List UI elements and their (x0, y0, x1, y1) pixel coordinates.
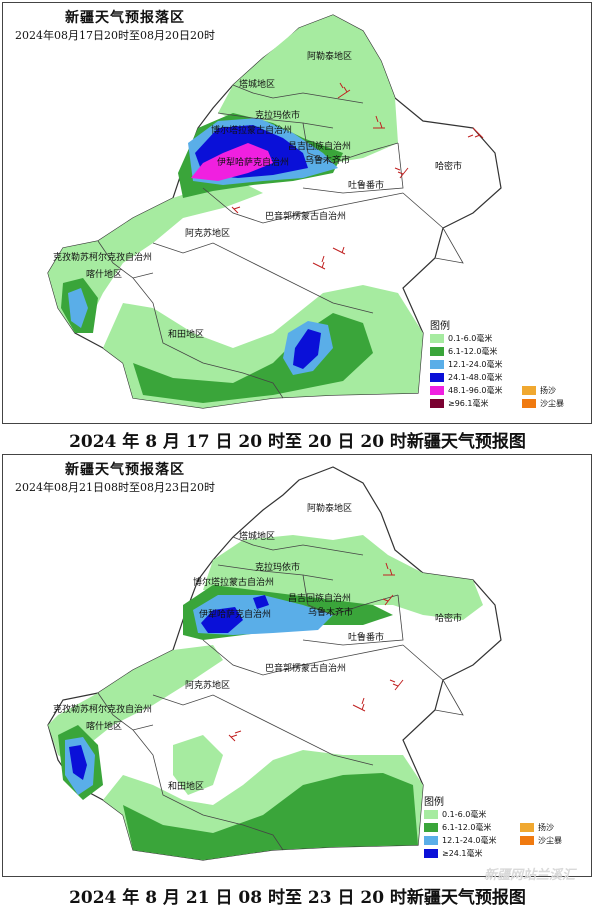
wind-barbs (231, 82, 484, 270)
legend-swatch (520, 823, 534, 832)
legend-1-item-2: 12.1-24.0毫米 (430, 359, 503, 370)
region-label-changji: 昌吉回族自治州 (288, 592, 351, 604)
legend-swatch (424, 810, 438, 819)
legend-1-item-3: 24.1-48.0毫米 (430, 372, 503, 383)
rain-light-west (48, 645, 223, 765)
region-label-yili: 伊犁哈萨克自治州 (199, 608, 271, 620)
legend-swatch (522, 386, 536, 395)
region-label-changji: 昌吉回族自治州 (288, 140, 351, 152)
region-label-bayin: 巴音郭楞蒙古自治州 (265, 210, 346, 222)
rain-storm-north (201, 607, 243, 633)
legend-1-item-4: 48.1-96.0毫米 (430, 385, 503, 396)
rain-storm-south (293, 329, 321, 369)
rain-heavy-west (68, 288, 88, 328)
region-label-tulufan: 吐鲁番市 (348, 179, 384, 191)
region-label-kelamayi: 克拉玛依市 (255, 561, 300, 573)
legend-swatch (424, 836, 438, 845)
region-label-yili: 伊犁哈萨克自治州 (217, 156, 289, 168)
region-label-hetian: 和田地区 (168, 780, 204, 792)
xinjiang-map-1: 阿勒泰地区 塔城地区 克拉玛依市 博尔塔拉蒙古自治州 昌吉回族自治州 乌鲁木齐市… (47, 14, 502, 409)
region-label-hami: 哈密市 (435, 612, 462, 624)
panel-1-subtitle: 2024年08月17日20时至08月20日20时 (15, 29, 215, 42)
legend-1-title: 图例 (430, 321, 450, 332)
region-label-tacheng: 塔城地区 (239, 530, 275, 542)
region-label-wulumuqi: 乌鲁木齐市 (308, 606, 353, 618)
rain-light-north (203, 535, 483, 620)
panel-2-caption: 2024 年 8 月 21 日 08 时至 23 日 20 时新疆天气预报图 (69, 888, 526, 908)
legend-2-item-0: 0.1-6.0毫米 (424, 809, 486, 820)
region-label-hami: 哈密市 (435, 160, 462, 172)
legend-swatch (522, 399, 536, 408)
region-label-bozhou: 博尔塔拉蒙古自治州 (193, 576, 274, 588)
legend-1-extra-1: 沙尘暴 (522, 398, 564, 409)
legend-1-item-0: 0.1-6.0毫米 (430, 333, 492, 344)
legend-swatch (430, 360, 444, 369)
prefecture-boundaries (97, 84, 464, 399)
region-label-kelamayi: 克拉玛依市 (255, 109, 300, 121)
region-label-akesu: 阿克苏地区 (185, 227, 230, 239)
panel-2-subtitle: 2024年08月21日08时至08月23日20时 (15, 481, 215, 494)
legend-swatch (424, 823, 438, 832)
panel-2-title: 新疆天气预报落区 (65, 462, 185, 478)
legend-swatch (430, 373, 444, 382)
region-label-kezhou: 克孜勒苏柯尔克孜自治州 (53, 251, 152, 263)
rain-mod-south (123, 773, 418, 860)
region-label-kashi: 喀什地区 (86, 720, 122, 732)
forecast-map-panel-2: 阿勒泰地区 塔城地区 克拉玛依市 博尔塔拉蒙古自治州 昌吉回族自治州 乌鲁木齐市… (2, 454, 592, 877)
region-label-aletai: 阿勒泰地区 (307, 50, 352, 62)
region-label-bayin: 巴音郭楞蒙古自治州 (265, 662, 346, 674)
rain-storm-north-2 (253, 595, 269, 609)
legend-2-extra-0: 扬沙 (520, 822, 554, 833)
legend-1-item-1: 6.1-12.0毫米 (430, 346, 497, 357)
legend-swatch (430, 347, 444, 356)
legend-1: 图例 0.1-6.0毫米 6.1-12.0毫米 12.1-24.0毫米 24.1… (430, 317, 580, 417)
rain-light-center (173, 735, 223, 795)
region-label-kezhou: 克孜勒苏柯尔克孜自治州 (53, 703, 152, 715)
legend-2-item-2: 12.1-24.0毫米 (424, 835, 497, 846)
rain-light-west (48, 183, 263, 333)
legend-swatch (430, 334, 444, 343)
xinjiang-map-2: 阿勒泰地区 塔城地区 克拉玛依市 博尔塔拉蒙古自治州 昌吉回族自治州 乌鲁木齐市… (47, 466, 502, 861)
rain-extreme-north (191, 143, 273, 181)
watermark: 新疆网站兰溪汇 (483, 868, 575, 883)
legend-2-item-1: 6.1-12.0毫米 (424, 822, 491, 833)
forecast-map-panel-1: 阿勒泰地区 塔城地区 克拉玛依市 博尔塔拉蒙古自治州 昌吉回族自治州 乌鲁木齐市… (2, 2, 592, 424)
legend-swatch (424, 849, 438, 858)
panel-1-title: 新疆天气预报落区 (65, 10, 185, 26)
region-label-tacheng: 塔城地区 (239, 78, 275, 90)
rain-storm-west (69, 745, 87, 780)
legend-1-item-5: ≥96.1毫米 (430, 398, 489, 409)
legend-2: 图例 0.1-6.0毫米 6.1-12.0毫米 12.1-24.0毫米 ≥24.… (424, 793, 579, 865)
region-label-wulumuqi: 乌鲁木齐市 (305, 154, 350, 166)
legend-swatch (430, 399, 444, 408)
legend-2-title: 图例 (424, 797, 444, 808)
region-label-aletai: 阿勒泰地区 (307, 502, 352, 514)
wind-barbs (228, 562, 404, 742)
region-label-hetian: 和田地区 (168, 328, 204, 340)
legend-swatch (520, 836, 534, 845)
region-label-tulufan: 吐鲁番市 (348, 631, 384, 643)
legend-2-item-3: ≥24.1毫米 (424, 848, 483, 859)
panel-1-caption: 2024 年 8 月 17 日 20 时至 20 日 20 时新疆天气预报图 (69, 432, 526, 452)
prefecture-boundaries (97, 536, 464, 851)
region-label-bozhou: 博尔塔拉蒙古自治州 (211, 124, 292, 136)
region-label-kashi: 喀什地区 (86, 268, 122, 280)
legend-swatch (430, 386, 444, 395)
legend-1-extra-0: 扬沙 (522, 385, 556, 396)
region-label-akesu: 阿克苏地区 (185, 679, 230, 691)
legend-2-extra-1: 沙尘暴 (520, 835, 562, 846)
